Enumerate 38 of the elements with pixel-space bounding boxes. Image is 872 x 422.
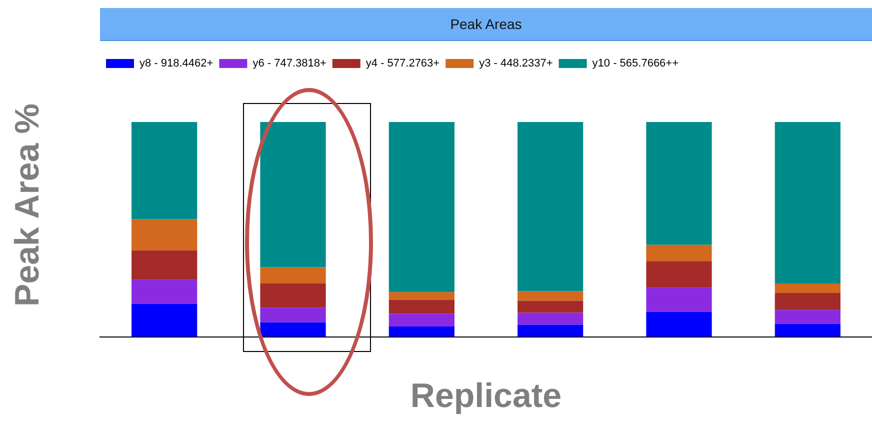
bar: [132, 122, 198, 220]
x-axis-title: Replicate: [410, 376, 562, 415]
bar: [132, 304, 198, 337]
bar: [518, 122, 584, 292]
bar: [260, 322, 326, 337]
bar: [260, 308, 326, 322]
bar: [518, 291, 584, 301]
legend-label: y3 - 448.2337+: [479, 58, 553, 70]
bar: [646, 261, 712, 288]
bar: [518, 312, 584, 325]
bar: [260, 122, 326, 268]
bar: [646, 312, 712, 337]
bar: [774, 310, 840, 324]
bar: [132, 280, 198, 304]
bar: [646, 244, 712, 262]
legend-label: y4 - 577.2763+: [366, 58, 440, 70]
bar: [388, 300, 454, 314]
bar: [388, 292, 454, 300]
bar: [774, 122, 840, 284]
bar: [388, 326, 454, 337]
bar: [260, 267, 326, 284]
bar: [646, 288, 712, 312]
bar: [646, 122, 712, 245]
bar: [260, 284, 326, 308]
bar: [774, 324, 840, 337]
y-axis-title: Peak Area %: [8, 104, 48, 306]
bar: [132, 219, 198, 250]
bar: [388, 122, 454, 292]
legend-label: y10 - 565.7666++: [592, 58, 679, 70]
bar: [774, 284, 840, 293]
bar: [132, 250, 198, 280]
chart-title: Peak Areas: [100, 8, 872, 41]
bar: [774, 292, 840, 310]
legend-label: y8 - 918.4462+: [140, 58, 214, 70]
bar: [388, 314, 454, 326]
bar: [518, 300, 584, 313]
bar: [518, 324, 584, 337]
legend-label: y6 - 747.3818+: [252, 58, 326, 70]
